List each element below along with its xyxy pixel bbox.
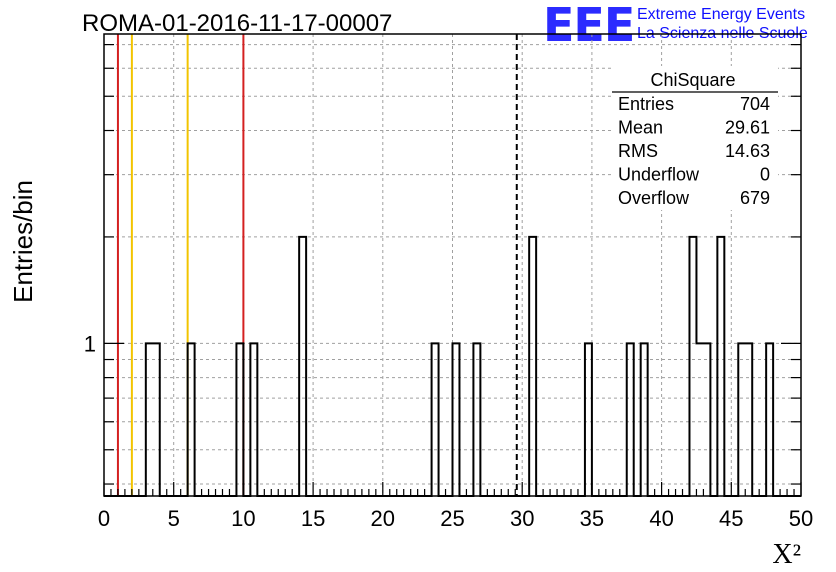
y-tick-labels: 1 bbox=[84, 331, 96, 356]
x-tick-label: 20 bbox=[371, 506, 395, 531]
logo-line-1: Extreme Energy Events bbox=[637, 6, 806, 23]
x-tick-label: 35 bbox=[580, 506, 604, 531]
stats-row-value: 14.63 bbox=[725, 141, 770, 161]
stats-row-value: 0 bbox=[760, 165, 770, 185]
stats-row-value: 29.61 bbox=[725, 118, 770, 138]
stats-row-label: RMS bbox=[618, 141, 658, 161]
x-tick-labels: 0 5 10 15 20 25 30 35 40 45 50 bbox=[98, 506, 813, 531]
reference-lines bbox=[116, 34, 518, 496]
x-tick-label: 10 bbox=[231, 506, 255, 531]
stats-row-label: Underflow bbox=[618, 165, 700, 185]
x-tick-label: 5 bbox=[168, 506, 180, 531]
stats-row-value: 679 bbox=[740, 188, 770, 208]
chart-title: ROMA-01-2016-11-17-00007 bbox=[82, 10, 393, 37]
stats-box-bg bbox=[612, 66, 778, 210]
x-tick-label: 45 bbox=[719, 506, 743, 531]
axis-ticks bbox=[103, 43, 802, 496]
stats-row-value: 704 bbox=[740, 94, 770, 114]
x-tick-label: 50 bbox=[789, 506, 813, 531]
stats-rows: Entries 704 Mean 29.61 RMS 14.63 Underflow 0 Ove… bbox=[618, 94, 770, 208]
logo-mark: EEE bbox=[543, 0, 635, 52]
x-tick-label: 25 bbox=[440, 506, 464, 531]
x-tick-label: 40 bbox=[649, 506, 673, 531]
y-tick-label: 1 bbox=[84, 331, 96, 356]
x-tick-label: 30 bbox=[510, 506, 534, 531]
x-axis-label: X² bbox=[772, 539, 801, 570]
stats-box: ChiSquare Entries 704 Mean 29.61 RMS 14.63 Und… bbox=[612, 66, 778, 210]
x-tick-label: 15 bbox=[301, 506, 325, 531]
stats-row-label: Mean bbox=[618, 118, 663, 138]
x-tick-label: 0 bbox=[98, 506, 110, 531]
eee-logo: EEE Extreme Energy Events La Scienza nel… bbox=[543, 0, 833, 52]
y-axis-label: Entries/bin bbox=[8, 180, 38, 303]
stats-row-label: Entries bbox=[618, 94, 674, 114]
stats-row-label: Overflow bbox=[618, 188, 690, 208]
stats-title: ChiSquare bbox=[650, 70, 735, 90]
